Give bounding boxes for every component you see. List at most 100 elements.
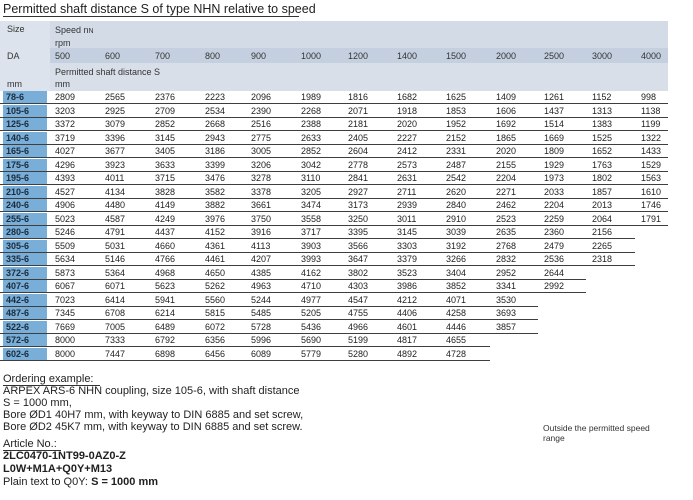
row-divider [0,332,538,334]
speed-value: 500 [55,51,71,61]
table-cell: 5815 [205,308,226,318]
table-cell: 3852 [446,281,467,291]
speed-value: 2500 [544,51,565,61]
table-cell: 3857 [496,321,517,332]
table-row: 255-6 5023 4587 4249 3976 3750 3558 3250 3011 291… [0,212,680,226]
table-cell: 3802 [348,267,369,278]
table-cell: 5023 [55,213,76,224]
table-cell: 3916 [251,227,272,237]
table-cell: 1816 [348,92,369,102]
row-divider [0,157,668,158]
table-cell: 5728 [251,321,272,332]
table-cell: 5246 [55,227,76,237]
table-cell: 2096 [251,92,272,102]
table-cell: 2318 [592,254,613,264]
speed-value: 1400 [397,51,418,61]
speed-value: 4000 [641,51,662,61]
table-cell: 2631 [397,173,418,183]
header-permitted-label: Permitted shaft distance S [55,67,161,77]
article-label-underline [3,450,61,451]
table-cell: 4149 [155,200,176,210]
table-cell: 6792 [155,335,176,345]
row-divider [0,143,668,145]
table-cell: 2809 [55,92,76,102]
table-cell: 6708 [105,308,126,318]
table-cell: 2516 [251,119,272,129]
size-cell: 442-6 [3,293,47,306]
row-divider [0,211,668,212]
table-cell: 3993 [301,254,322,264]
table-cell: 2711 [397,186,417,197]
table-cell: 2033 [544,186,565,197]
table-cell: 2573 [397,159,418,170]
header-permitted-band [50,63,668,91]
speed-value: 2000 [496,51,517,61]
table-cell: 3005 [251,146,272,156]
table-cell: 3661 [251,200,272,210]
table-cell: 2536 [544,254,565,264]
row-divider [0,319,538,320]
table-cell: 2223 [205,92,226,102]
table-cell: 3266 [446,254,467,264]
table-cell: 3693 [496,308,517,318]
table-cell: 4791 [105,227,126,237]
table-cell: 7447 [105,348,126,359]
header-speed-values-band [50,48,668,63]
table-cell: 4547 [348,294,369,305]
table-cell: 1692 [496,119,517,129]
table-cell: 4527 [55,186,76,197]
table-cell: 3396 [105,132,126,143]
table-cell: 1152 [592,92,612,102]
table-cell: 2181 [348,119,369,129]
table-cell: 3530 [496,294,517,305]
table-row: 210-6 4527 4134 3828 3582 3378 3205 2927 2711 262… [0,185,680,199]
table-cell: 3372 [55,119,76,129]
table-cell: 1383 [592,119,613,129]
table-cell: 3750 [251,213,272,224]
table-cell: 2152 [446,132,467,143]
table-cell: 4892 [397,348,418,359]
table-cell: 1918 [397,105,418,116]
table-cell: 1606 [496,105,517,116]
speed-value: 3000 [592,51,613,61]
size-cell: 105-6 [3,104,47,117]
table-cell: 3303 [397,240,418,251]
table-cell: 4480 [105,200,126,210]
table-row: 165-6 4027 3677 3405 3186 3005 2852 2604 2412 233… [0,145,680,158]
table-cell: 3145 [155,132,176,143]
table-cell: 4249 [155,213,176,224]
table-cell: 5623 [155,281,176,291]
table-cell: 4393 [55,173,76,183]
table-cell: 6898 [155,348,176,359]
table-cell: 3715 [155,173,176,183]
table-cell: 3986 [397,281,418,291]
table-cell: 2227 [397,132,418,143]
size-cell: 572-6 [3,334,47,346]
table-cell: 1313 [592,105,613,116]
row-divider [0,184,668,185]
title-underline [3,16,299,17]
table-cell: 3399 [205,159,226,170]
row-divider [0,103,668,104]
table-cell: 5244 [251,294,272,305]
table-cell: 2360 [544,227,565,237]
table-cell: 4968 [155,267,176,278]
table-cell: 5634 [55,254,76,264]
table-cell: 1529 [641,159,662,170]
table-row: 175-6 4296 3923 3633 3399 3206 3042 2778 2573 248… [0,158,680,172]
table-row: 240-6 4906 4480 4149 3882 3661 3474 3173 2939 284… [0,199,680,212]
example-line-2: S = 1000 mm, [3,397,72,409]
table-cell: 998 [641,92,657,102]
table-cell: 4660 [155,240,176,251]
table-cell: 5199 [348,335,369,345]
table-cell: 2778 [348,159,369,170]
row-divider [0,292,586,293]
table-cell: 4134 [105,186,126,197]
table-cell: 2390 [251,105,272,116]
size-cell: 175-6 [3,158,47,171]
header-permitted-unit: mm [55,79,70,89]
table-cell: 2768 [496,240,517,251]
header-speed-label: Speed nN [55,25,94,35]
table-cell: 3828 [155,186,176,197]
table-cell: 2709 [155,105,176,116]
